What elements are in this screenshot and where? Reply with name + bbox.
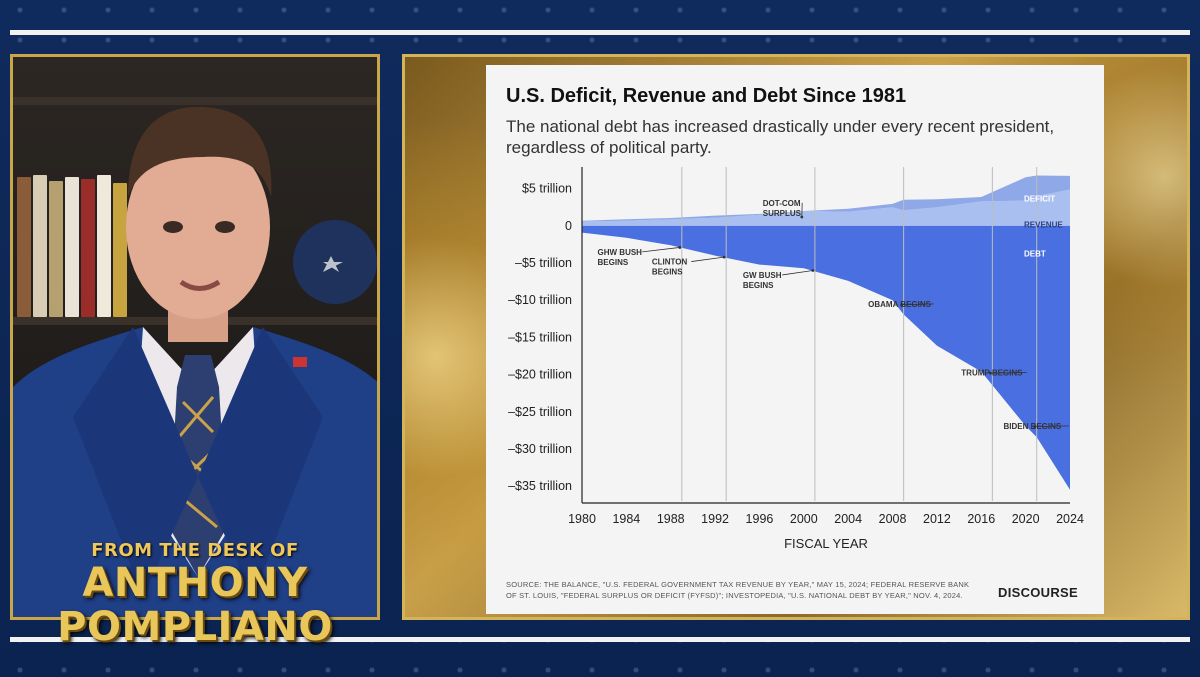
y-tick-label: –$30 trillion (508, 442, 572, 456)
chart-annotation: CLINTON BEGINS (652, 255, 726, 277)
y-tick-label: –$5 trillion (515, 256, 572, 270)
annotation-leader (782, 270, 813, 276)
book (49, 181, 63, 317)
chart-annotation: BIDEN BEGINS (1003, 422, 1069, 431)
annotation-dot (722, 255, 726, 259)
annotation-leader (1034, 425, 1069, 428)
annotation-dot (1033, 425, 1037, 429)
annotation-label: DOT-COM SURPLUS (763, 199, 802, 218)
annotation-dot (800, 215, 804, 219)
presenter-figure (13, 106, 377, 617)
presenter-last-name: POMPLIANO (57, 604, 333, 650)
presenter-video (10, 54, 380, 620)
annotation-label: GHW BUSH BEGINS (598, 248, 643, 267)
x-tick-label: 2024 (1056, 512, 1084, 526)
series-label: DEBT (1024, 249, 1046, 258)
book (65, 177, 79, 317)
presenter-nameplate: FROM THE DESK OF ANTHONY POMPLIANO (40, 540, 350, 649)
x-tick-label: 1980 (568, 512, 596, 526)
y-tick-label: –$20 trillion (508, 368, 572, 382)
nameplate-tagline: FROM THE DESK OF (91, 540, 299, 561)
book (113, 183, 127, 317)
annotation-label: CLINTON BEGINS (652, 258, 688, 277)
annotation-dot (811, 269, 815, 272)
area-chart: $5 trillion 0 –$5 trillion –$10 trillion –$1… (508, 167, 1084, 551)
y-tick-label: –$35 trillion (508, 479, 572, 493)
annotation-leader (901, 303, 934, 306)
debt-area (582, 225, 1070, 490)
annotation-leader (642, 247, 680, 253)
y-tick-label: –$10 trillion (508, 293, 572, 307)
series-label: DEFICIT (1024, 194, 1055, 203)
presenter-first-name: ANTHONY (82, 560, 308, 606)
revenue-area (582, 189, 1070, 226)
x-tick-label: 2020 (1012, 512, 1040, 526)
bottom-divider (10, 637, 1190, 642)
x-tick-label: 2008 (879, 512, 907, 526)
x-tick-label: 2000 (790, 512, 818, 526)
x-tick-label: 1984 (612, 512, 640, 526)
chart-annotation: OBAMA BEGINS (868, 300, 934, 309)
chart-source: SOURCE: THE BALANCE, "U.S. FEDERAL GOVER… (506, 580, 970, 600)
x-tick-label: 2012 (923, 512, 951, 526)
series-label: REVENUE (1024, 220, 1063, 229)
y-tick-label: –$25 trillion (508, 405, 572, 419)
x-tick-label: 2016 (967, 512, 995, 526)
annotation-leader (691, 256, 725, 262)
chart-annotation: DOT-COM SURPLUS (763, 199, 804, 219)
book (33, 175, 47, 317)
x-tick-label: 1992 (701, 512, 729, 526)
book (17, 177, 31, 317)
chart-annotation: TRUMP BEGINS (961, 368, 1027, 377)
brand-logo: DISCOURSE (998, 585, 1078, 600)
x-tick-label: 1996 (746, 512, 774, 526)
chart-annotation: GHW BUSH BEGINS (598, 246, 682, 267)
x-axis-title: FISCAL YEAR (784, 536, 868, 551)
annotation-label: GW BUSH BEGINS (743, 271, 782, 290)
annotation-dot (988, 371, 992, 375)
annotation-dot (900, 303, 904, 307)
book (97, 175, 111, 317)
y-tick-label: –$15 trillion (508, 330, 572, 344)
chart-card: U.S. Deficit, Revenue and Debt Since 198… (486, 65, 1104, 614)
annotation-label: OBAMA BEGINS (868, 300, 931, 309)
top-divider (10, 30, 1190, 35)
book (81, 179, 95, 317)
y-tick-label: 0 (565, 219, 572, 233)
y-tick-label: $5 trillion (522, 182, 572, 196)
x-tick-label: 2004 (834, 512, 862, 526)
annotation-label: BIDEN BEGINS (1003, 422, 1061, 431)
annotation-dot (678, 246, 682, 249)
chart-subtitle: The national debt has increased drastica… (506, 117, 1055, 157)
deficit-area (582, 175, 1070, 222)
annotation-leader (990, 371, 1027, 374)
chart-title: U.S. Deficit, Revenue and Debt Since 198… (506, 85, 907, 107)
x-tick-label: 1988 (657, 512, 685, 526)
chart-annotation: GW BUSH BEGINS (743, 269, 815, 290)
bookshelf-top (13, 97, 377, 105)
